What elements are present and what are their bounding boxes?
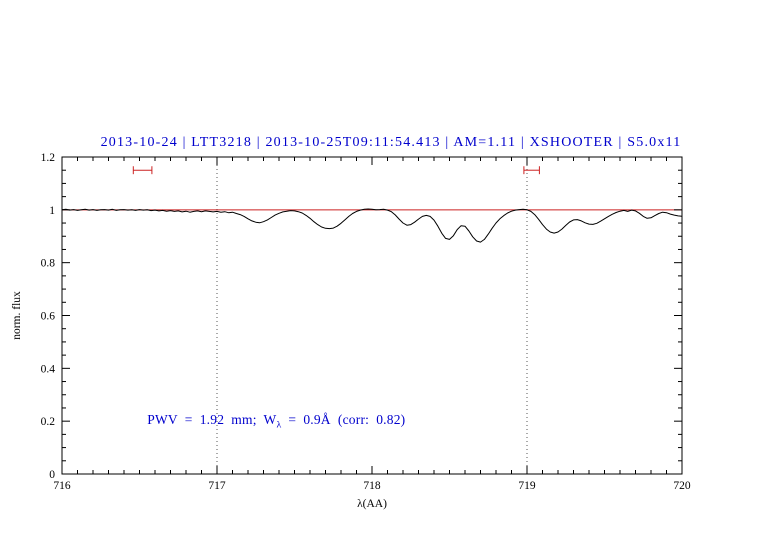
plot-title: 2013-10-24 | LTT3218 | 2013-10-25T09:11:… — [100, 135, 682, 150]
y-tick-label: 1 — [49, 205, 55, 217]
tick-marks — [61, 156, 683, 475]
y-tick-label: 1.2 — [41, 152, 56, 164]
y-tick-label: 0 — [49, 469, 55, 481]
pwv-annotation: PWV = 1.92 mm; Wλ = 0.9Å (corr: 0.82) — [147, 412, 405, 431]
x-tick-label: 717 — [208, 480, 226, 492]
range-marker — [132, 166, 153, 175]
pwv-annotation-sub: λ — [276, 419, 282, 431]
y-tick-label: 0.2 — [41, 416, 56, 428]
y-tick-label: 0.8 — [41, 258, 56, 270]
y-axis-label: norm. flux — [11, 291, 23, 340]
x-tick-label: 720 — [673, 480, 691, 492]
range-marker — [523, 166, 540, 175]
spectrum-line — [61, 208, 683, 243]
x-tick-label: 719 — [518, 480, 536, 492]
y-tick-label: 0.6 — [41, 311, 56, 323]
x-axis-label: λ(AA) — [357, 498, 387, 510]
pwv-annotation-suffix: = 0.9Å (corr: 0.82) — [281, 412, 406, 428]
x-tick-label: 716 — [53, 480, 71, 492]
y-tick-label: 0.4 — [41, 363, 56, 375]
x-tick-label: 718 — [363, 480, 381, 492]
pwv-annotation-prefix: PWV = 1.92 mm; W — [147, 412, 277, 428]
